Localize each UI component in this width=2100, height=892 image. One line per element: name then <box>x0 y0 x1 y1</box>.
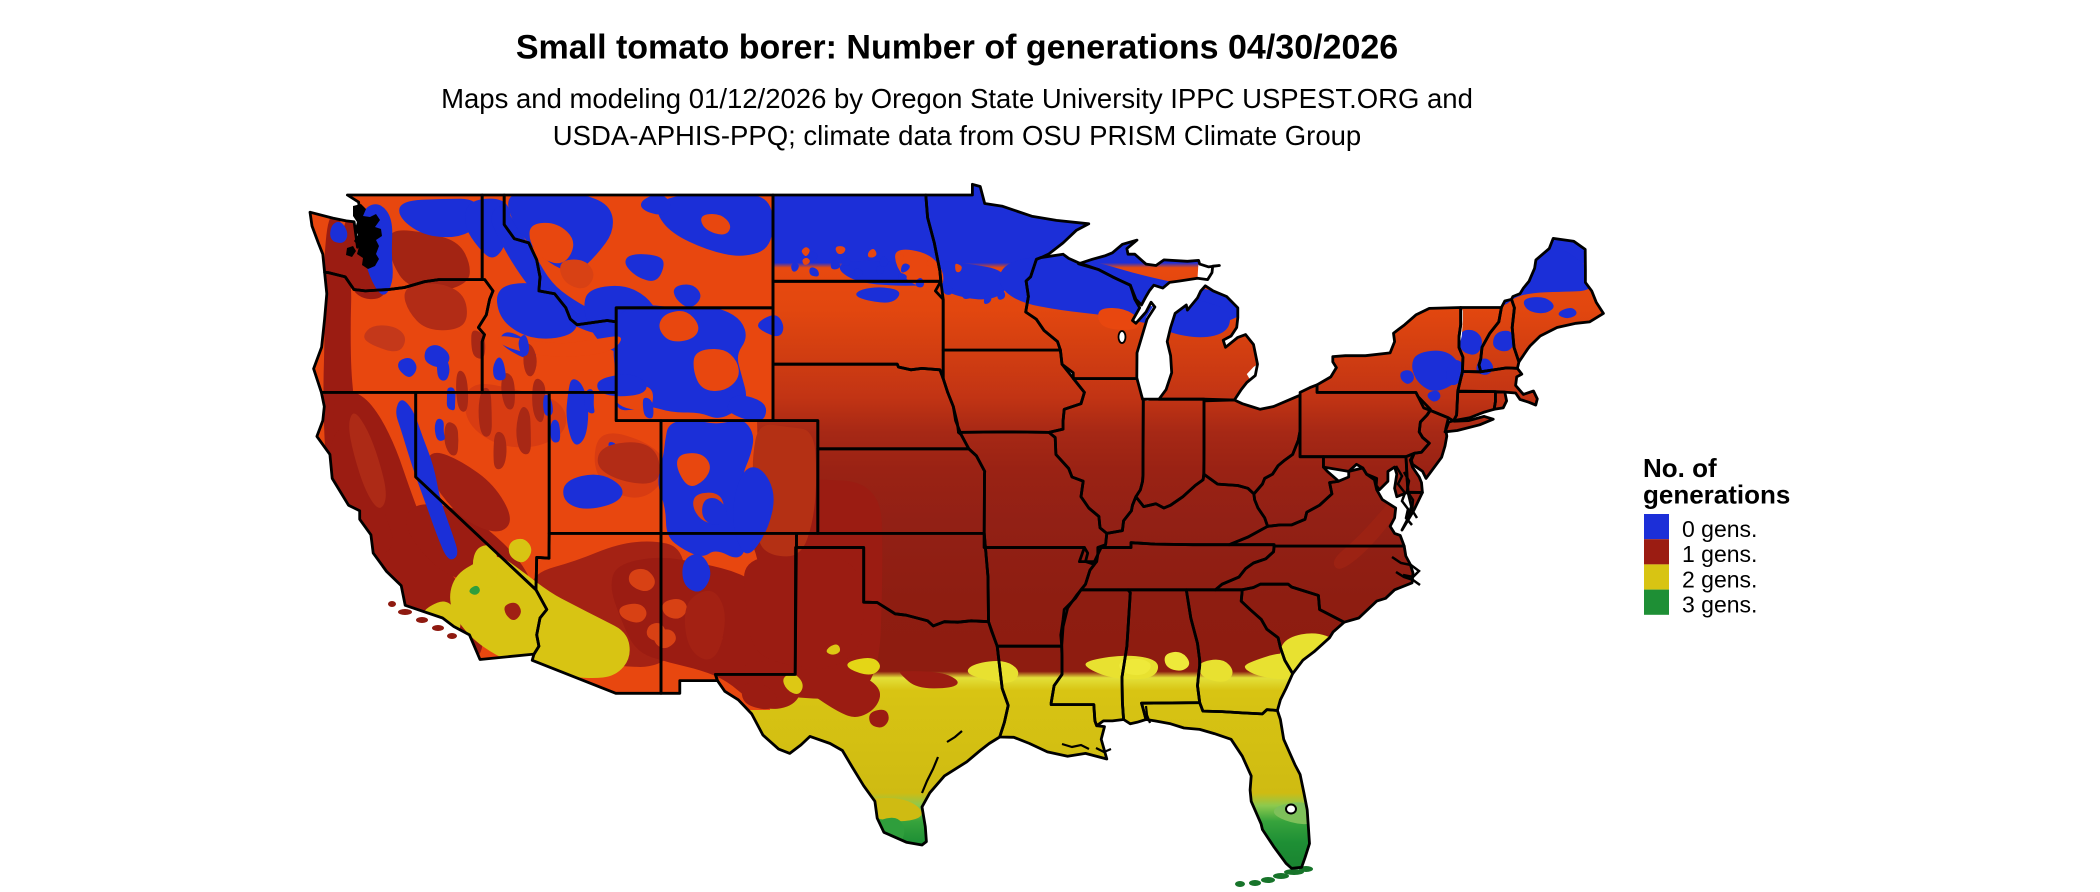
svg-text:2 gens.: 2 gens. <box>1682 566 1757 592</box>
svg-text:3 gens.: 3 gens. <box>1682 592 1757 618</box>
svg-text:0 gens.: 0 gens. <box>1682 516 1757 542</box>
svg-text:No. of: No. of <box>1643 453 1717 483</box>
svg-text:generations: generations <box>1643 480 1790 510</box>
svg-text:Maps and modeling 01/12/2026 b: Maps and modeling 01/12/2026 by Oregon S… <box>441 83 1473 114</box>
svg-text:Small tomato borer: Number of: Small tomato borer: Number of generation… <box>516 29 1398 67</box>
svg-text:1 gens.: 1 gens. <box>1682 541 1757 567</box>
svg-text:USDA-APHIS-PPQ; climate data f: USDA-APHIS-PPQ; climate data from OSU PR… <box>553 120 1361 151</box>
